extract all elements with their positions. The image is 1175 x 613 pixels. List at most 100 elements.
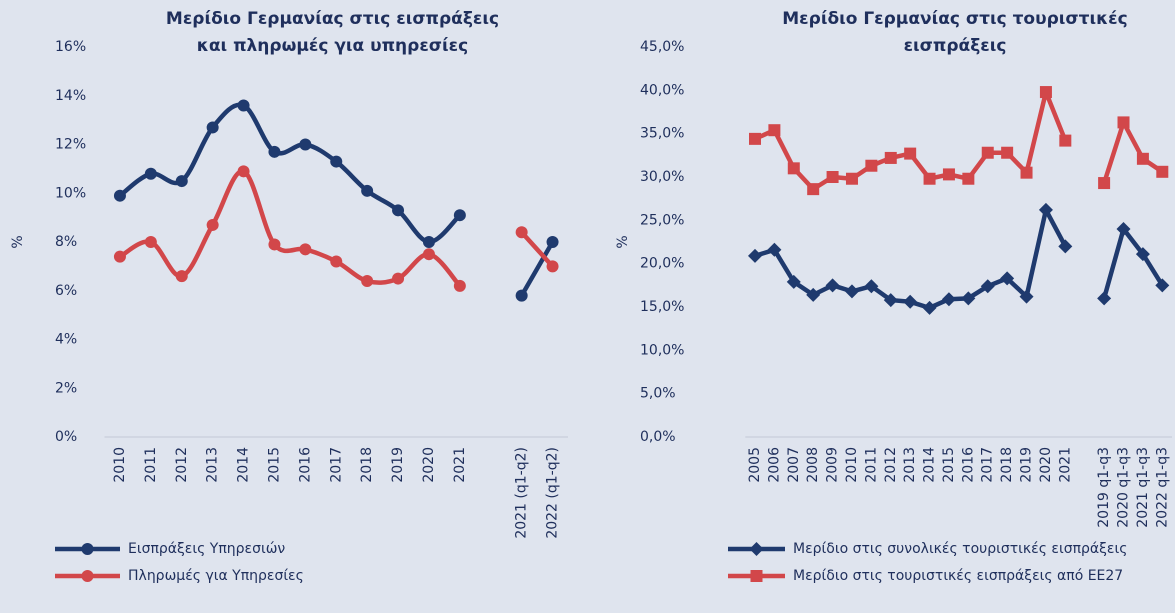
x-tick-label: 2021 (q1-q2) — [514, 447, 530, 539]
marker — [922, 300, 937, 315]
x-tick-label: 2021 — [452, 447, 468, 483]
x-tick-label: 2020 q1-q3 — [1116, 447, 1132, 528]
marker — [747, 248, 762, 263]
marker — [392, 204, 405, 217]
marker — [1136, 152, 1149, 165]
marker — [422, 236, 435, 248]
y-tick-label: 40,0% — [640, 82, 684, 98]
y-tick-label: 0,0% — [640, 429, 676, 445]
marker — [826, 171, 839, 183]
x-tick-label: 2017 — [980, 447, 996, 483]
marker — [299, 243, 312, 256]
marker — [330, 155, 343, 168]
x-tick-label: 2016 — [297, 447, 313, 483]
marker — [844, 284, 859, 299]
y-tick-label: 45,0% — [640, 39, 684, 55]
marker — [237, 99, 250, 112]
x-tick-label: 2010 — [112, 447, 128, 483]
x-tick-label: 2010 — [844, 447, 860, 483]
x-tick-label: 2013 — [902, 447, 918, 483]
y-tick-label: 12% — [55, 137, 86, 153]
y-axis-label: % — [615, 235, 631, 248]
y-tick-label: 15,0% — [640, 299, 684, 315]
marker — [1155, 278, 1170, 293]
marker — [237, 165, 250, 178]
x-tick-label: 2022 q1-q3 — [1154, 447, 1170, 528]
marker — [515, 226, 528, 239]
marker — [1000, 271, 1015, 286]
marker — [361, 275, 374, 287]
y-tick-label: 16% — [55, 39, 86, 55]
marker — [942, 168, 955, 181]
marker — [980, 279, 995, 294]
marker — [845, 172, 858, 185]
chart-title: Μερίδιο Γερμανίας στις τουριστικές εισπρ… — [782, 9, 1128, 56]
x-tick-label: 2018 — [999, 447, 1015, 483]
marker — [884, 151, 897, 164]
x-tick-label: 2021 q1-q3 — [1135, 447, 1151, 528]
marker — [206, 218, 219, 231]
marker — [825, 278, 840, 293]
marker — [1097, 291, 1112, 306]
marker — [1038, 202, 1053, 217]
y-tick-label: 20,0% — [640, 256, 684, 272]
x-tick-label: 2018 — [359, 447, 375, 483]
legend-marker — [750, 570, 763, 582]
series-line — [118, 169, 555, 288]
marker — [144, 167, 157, 180]
marker — [903, 294, 918, 309]
x-tick-label: 2011 — [863, 447, 879, 483]
marker — [1001, 146, 1014, 159]
x-tick-label: 2015 — [941, 447, 957, 483]
y-tick-label: 25,0% — [640, 212, 684, 228]
x-tick-label: 2013 — [205, 447, 221, 483]
marker — [1117, 116, 1130, 129]
marker — [923, 172, 936, 185]
marker — [806, 287, 821, 302]
marker — [1039, 86, 1052, 99]
x-tick-label: 2014 — [236, 447, 252, 483]
chart-title: Μερίδιο Γερμανίας στις εισπράξεις και πλ… — [165, 9, 500, 56]
marker — [961, 291, 976, 306]
y-tick-label: 14% — [55, 88, 86, 104]
marker — [883, 293, 898, 308]
y-axis-label: % — [10, 235, 26, 248]
marker — [330, 255, 343, 268]
marker — [1059, 134, 1072, 147]
legend-label: Πληρωμές για Υπηρεσίες — [128, 568, 304, 584]
marker — [453, 209, 466, 222]
y-tick-label: 8% — [55, 234, 77, 250]
marker — [453, 279, 466, 292]
x-tick-label: 2015 — [266, 447, 282, 483]
y-tick-label: 6% — [55, 283, 77, 299]
series-line — [754, 89, 1164, 192]
x-tick-label: 2021 — [1057, 447, 1073, 483]
marker — [268, 145, 281, 158]
x-tick-label: 2011 — [143, 447, 159, 483]
marker — [1020, 166, 1033, 179]
x-tick-label: 2012 — [883, 447, 899, 483]
legend-label: Μερίδιο στις τουριστικές εισπράξεις από … — [793, 568, 1123, 584]
x-tick-label: 2012 — [174, 447, 190, 483]
marker — [144, 236, 157, 248]
marker — [1098, 177, 1111, 190]
marker — [904, 147, 917, 160]
marker — [864, 279, 879, 294]
marker — [299, 138, 312, 151]
x-tick-label: 2022 (q1-q2) — [545, 447, 561, 539]
y-tick-label: 10% — [55, 185, 86, 201]
x-tick-label: 2008 — [805, 447, 821, 483]
marker — [175, 175, 188, 188]
x-tick-label: 2009 — [825, 447, 841, 483]
marker — [786, 274, 801, 289]
marker — [1019, 289, 1034, 304]
marker — [1116, 222, 1131, 236]
marker — [767, 242, 782, 257]
y-tick-label: 30,0% — [640, 169, 684, 185]
x-tick-label: 2017 — [328, 447, 344, 483]
marker — [981, 146, 994, 159]
marker — [962, 172, 975, 185]
marker — [941, 292, 956, 307]
marker — [768, 124, 781, 137]
